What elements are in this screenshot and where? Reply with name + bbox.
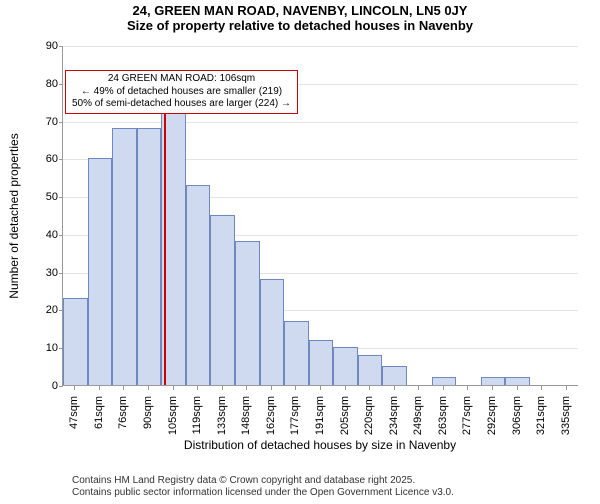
x-tick-label: 61sqm: [93, 396, 105, 446]
histogram-bar: [432, 377, 457, 385]
x-tick: [246, 386, 247, 390]
x-tick-label: 90sqm: [142, 396, 154, 446]
x-tick-label: 292sqm: [486, 396, 498, 446]
x-tick: [74, 386, 75, 390]
annotation-line2: ← 49% of detached houses are smaller (21…: [72, 86, 291, 99]
histogram-bar: [260, 279, 285, 385]
footer-line2: Contains public sector information licen…: [72, 487, 454, 499]
y-tick-label: 50: [32, 191, 58, 203]
y-tick: [59, 197, 63, 198]
x-tick-label: 321sqm: [535, 396, 547, 446]
annotation-line1: 24 GREEN MAN ROAD: 106sqm: [72, 73, 291, 86]
y-tick-label: 30: [32, 267, 58, 279]
y-tick-label: 20: [32, 304, 58, 316]
histogram-bar: [137, 128, 162, 385]
histogram-bar: [186, 185, 211, 385]
x-tick: [123, 386, 124, 390]
x-tick: [443, 386, 444, 390]
chart-area: 24 GREEN MAN ROAD: 106sqm ← 49% of detac…: [62, 46, 598, 464]
y-tick: [59, 386, 63, 387]
x-tick-label: 220sqm: [363, 396, 375, 446]
x-tick: [222, 386, 223, 390]
plot-region: 24 GREEN MAN ROAD: 106sqm ← 49% of detac…: [62, 46, 578, 386]
x-tick: [173, 386, 174, 390]
x-tick: [566, 386, 567, 390]
gridline: [63, 46, 578, 47]
x-tick-label: 119sqm: [191, 396, 203, 446]
x-tick: [197, 386, 198, 390]
x-tick-label: 148sqm: [240, 396, 252, 446]
y-tick: [59, 273, 63, 274]
y-tick: [59, 159, 63, 160]
histogram-bar: [382, 366, 407, 385]
x-tick: [320, 386, 321, 390]
footer-attribution: Contains HM Land Registry data © Crown c…: [72, 475, 454, 498]
x-tick: [541, 386, 542, 390]
histogram-bar: [358, 355, 383, 385]
x-tick: [467, 386, 468, 390]
x-tick: [492, 386, 493, 390]
y-tick-label: 60: [32, 153, 58, 165]
x-tick: [295, 386, 296, 390]
y-tick-label: 40: [32, 229, 58, 241]
y-tick: [59, 84, 63, 85]
y-tick: [59, 235, 63, 236]
x-tick-label: 277sqm: [461, 396, 473, 446]
x-tick: [148, 386, 149, 390]
x-tick: [418, 386, 419, 390]
footer-line1: Contains HM Land Registry data © Crown c…: [72, 475, 454, 487]
x-tick-label: 105sqm: [167, 396, 179, 446]
y-tick-label: 10: [32, 342, 58, 354]
histogram-bar: [309, 340, 334, 385]
y-tick: [59, 122, 63, 123]
gridline: [63, 122, 578, 123]
histogram-bar: [333, 347, 358, 385]
x-tick: [99, 386, 100, 390]
x-tick-label: 306sqm: [511, 396, 523, 446]
x-tick-label: 249sqm: [412, 396, 424, 446]
y-tick-label: 90: [32, 40, 58, 52]
histogram-bar: [235, 241, 260, 385]
x-tick-label: 76sqm: [117, 396, 129, 446]
x-tick-label: 205sqm: [339, 396, 351, 446]
page-title-line2: Size of property relative to detached ho…: [0, 19, 600, 34]
y-tick-label: 0: [32, 380, 58, 392]
property-marker-line: [164, 99, 166, 385]
histogram-bar: [63, 298, 88, 385]
histogram-bar: [481, 377, 506, 385]
annotation-line3: 50% of semi-detached houses are larger (…: [72, 98, 291, 111]
x-tick-label: 162sqm: [265, 396, 277, 446]
x-tick-label: 133sqm: [216, 396, 228, 446]
x-tick: [394, 386, 395, 390]
x-tick-label: 263sqm: [437, 396, 449, 446]
y-tick-label: 70: [32, 116, 58, 128]
x-tick: [369, 386, 370, 390]
y-tick: [59, 46, 63, 47]
annotation-box: 24 GREEN MAN ROAD: 106sqm ← 49% of detac…: [65, 70, 298, 114]
x-tick-label: 335sqm: [560, 396, 572, 446]
x-tick: [517, 386, 518, 390]
x-tick-label: 191sqm: [314, 396, 326, 446]
histogram-bar: [88, 158, 113, 385]
x-tick-label: 47sqm: [68, 396, 80, 446]
histogram-bar: [210, 215, 235, 385]
page-title-line1: 24, GREEN MAN ROAD, NAVENBY, LINCOLN, LN…: [0, 4, 600, 19]
x-tick: [271, 386, 272, 390]
x-tick-label: 234sqm: [388, 396, 400, 446]
histogram-bar: [284, 321, 309, 385]
y-tick-label: 80: [32, 78, 58, 90]
histogram-bar: [505, 377, 530, 385]
y-axis-label: Number of detached properties: [7, 133, 21, 298]
histogram-bar: [112, 128, 137, 385]
x-tick: [345, 386, 346, 390]
x-tick-label: 177sqm: [289, 396, 301, 446]
